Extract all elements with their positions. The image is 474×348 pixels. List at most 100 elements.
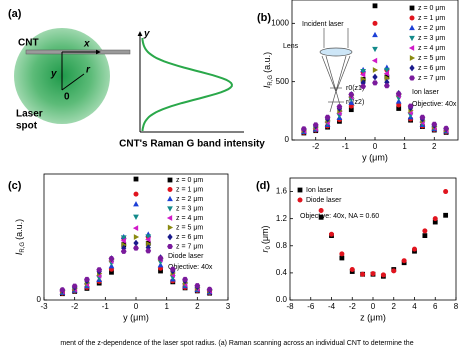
legend-label: Diode laser (306, 197, 342, 204)
y-axis-label-part: I (14, 252, 24, 255)
data-point (443, 189, 449, 195)
data-point (372, 31, 378, 38)
legend-marker (167, 177, 173, 183)
data-point (372, 73, 378, 81)
lens-inset (319, 28, 353, 113)
legend-label: z = 5 μm (418, 55, 445, 62)
x-tick-label: 4 (412, 302, 417, 311)
data-point (360, 71, 366, 78)
legend-label: z = 1 μm (176, 186, 203, 193)
data-point (145, 234, 152, 240)
data-point (384, 75, 390, 82)
y-axis-label-part: R,G (20, 242, 26, 253)
x-tick-label: -2 (349, 302, 357, 311)
y-tick-label: 1.2 (276, 214, 288, 223)
y-axis-label: r0 (μm) (260, 225, 271, 252)
y-axis-label-part: R,G (268, 75, 274, 86)
x-axis-label: z (μm) (360, 312, 386, 322)
data-point (370, 271, 376, 277)
legend-marker (297, 197, 303, 203)
data-point (133, 191, 139, 197)
legend-marker (167, 244, 173, 249)
data-point (422, 228, 428, 234)
data-point (372, 3, 378, 9)
x-tick-label: -3 (40, 302, 48, 311)
legend-marker (409, 55, 416, 61)
r-label: r (86, 65, 91, 76)
legend-marker (297, 187, 303, 193)
data-point (348, 103, 354, 109)
data-point (59, 287, 66, 293)
y-tick-label: 0.8 (276, 241, 288, 250)
data-point (133, 234, 140, 240)
data-point (443, 212, 449, 218)
data-point (432, 216, 438, 222)
data-point (339, 251, 345, 257)
profile-axis-label: y (143, 29, 150, 40)
legend-marker (409, 75, 415, 81)
data-point (401, 258, 407, 264)
data-point (372, 80, 378, 86)
legend-label: z = 3 μm (418, 35, 445, 42)
legend-label: z = 4 μm (418, 45, 445, 52)
panel: (d)-8 -6 -4 -2 0 2 4 6 80.00.40.81.21.6z (μm)r0(… (256, 177, 459, 322)
panel-label: (a) (8, 8, 22, 20)
data-point (318, 208, 324, 214)
annotation: Diode laser (168, 253, 204, 260)
annotation: Ion laser (412, 89, 440, 96)
x-tick-label: -8 (286, 302, 294, 311)
lens (319, 47, 353, 57)
legend-label: z = 7 μm (418, 75, 445, 82)
panel: (c)-3 -2 -1 0 1 2 30y (μm)IR,G(a.u.)z = 0 μmz … (8, 173, 231, 322)
cnt-label: CNT (18, 38, 39, 49)
data-point (348, 107, 354, 113)
annotation: Incident laser (302, 21, 344, 28)
x-tick-label: 0 (371, 302, 376, 311)
data-point (318, 214, 324, 220)
x-tick-label: 6 (433, 302, 438, 311)
legend-label: z = 6 μm (176, 234, 203, 241)
y-tick-label: 1000 (271, 18, 289, 27)
data-point (412, 246, 417, 252)
legend-label: z = 6 μm (418, 65, 445, 72)
gaussian-profile (141, 37, 233, 132)
y-tick-label: 0 (37, 295, 42, 304)
panel-label: (d) (256, 180, 270, 192)
x-tick-label: -1 (102, 302, 110, 311)
data-point (145, 236, 151, 243)
data-point (422, 233, 428, 239)
y-axis-label: IR,G (a.u.) (14, 219, 25, 255)
data-point (71, 283, 78, 289)
spot-label: Laser (16, 109, 43, 120)
data-point (206, 286, 213, 292)
y-axis-label-part: (a.u.) (14, 219, 24, 240)
annotation: r0(z1) (346, 85, 364, 92)
y-tick-label: 500 (276, 77, 290, 86)
x-tick-label: 2 (392, 302, 397, 311)
legend-label: z = 4 μm (176, 215, 203, 222)
x-tick-label: 2 (195, 302, 200, 311)
data-point (432, 219, 438, 225)
data-point (329, 231, 334, 237)
data-point (407, 103, 414, 109)
x-tick-label: 0 (373, 142, 378, 151)
data-point (371, 57, 378, 64)
legend-label: z = 2 μm (418, 25, 445, 32)
data-point (360, 271, 366, 277)
panel-label: (c) (8, 180, 22, 192)
focus-cone (321, 55, 351, 113)
legend-label: z = 7 μm (176, 243, 203, 250)
annotation: Lens (283, 43, 299, 50)
x-tick-label: 0 (134, 302, 139, 311)
panel-label: (b) (257, 12, 271, 24)
data-point (300, 126, 307, 132)
y-axis-label-part: (μm) (260, 225, 270, 244)
data-point (133, 245, 139, 251)
legend-marker (167, 187, 173, 192)
legend-marker (166, 215, 173, 221)
y-axis-label-part: (a.u.) (262, 52, 272, 73)
legend-marker (167, 195, 173, 202)
annotation: Objective: 40x (412, 101, 457, 108)
data-point (133, 239, 139, 247)
